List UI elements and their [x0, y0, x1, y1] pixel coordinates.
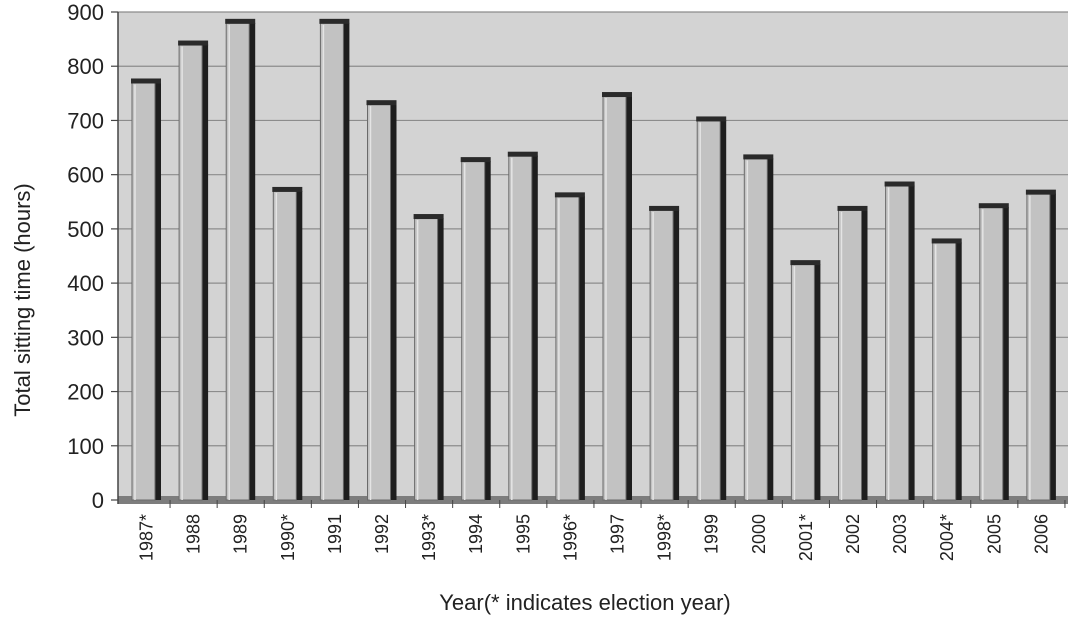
x-tick-label: 2001* — [796, 514, 816, 561]
x-tick-label: 1995 — [513, 514, 533, 554]
x-tick-label: 1990* — [278, 514, 298, 561]
bar — [790, 260, 821, 501]
bar — [131, 78, 161, 501]
bar — [319, 18, 350, 501]
bar — [460, 157, 491, 501]
y-axis-title: Total sitting time (hours) — [10, 183, 35, 417]
x-tick-label: 1997 — [608, 514, 628, 554]
x-tick-label: 2000 — [749, 514, 769, 554]
plot-area — [118, 12, 1068, 504]
x-tick-label: 2004* — [937, 514, 957, 561]
y-tick-label: 900 — [67, 0, 104, 25]
bar — [413, 214, 444, 501]
x-tick-label: 1994 — [466, 514, 486, 554]
y-tick-label: 700 — [67, 108, 104, 133]
y-axis: 0 100 200 300 400 500 600 700 800 900 — [67, 0, 119, 513]
bar — [884, 181, 915, 501]
bar — [507, 151, 538, 501]
x-tick-label: 1989 — [231, 514, 251, 554]
bar — [696, 116, 727, 501]
y-tick-label: 400 — [67, 271, 104, 296]
x-tick-label: 2002 — [843, 514, 863, 554]
y-tick-label: 100 — [67, 434, 104, 459]
x-tick-label: 2003 — [890, 514, 910, 554]
x-tick-label: 1991 — [325, 514, 345, 554]
y-tick-label: 300 — [67, 325, 104, 350]
y-tick-label: 200 — [67, 380, 104, 405]
x-tick-label: 1999 — [702, 514, 722, 554]
x-axis: 1987* 1988 1989 1990* 1991 1992 1993* 1994 1995 1… — [137, 500, 1066, 561]
y-tick-label: 0 — [92, 488, 104, 513]
x-tick-label: 1987* — [137, 514, 157, 561]
bar — [931, 238, 962, 501]
y-tick-label: 800 — [67, 54, 104, 79]
bar — [602, 92, 632, 501]
x-tick-label: 2006 — [1031, 514, 1051, 554]
bar — [1025, 189, 1056, 501]
bar — [272, 186, 303, 501]
y-tick-label: 600 — [67, 163, 104, 188]
bar — [978, 203, 1009, 501]
x-tick-label: 2005 — [984, 514, 1004, 554]
bar — [554, 192, 585, 501]
bar — [225, 18, 256, 501]
bar — [649, 205, 680, 501]
x-tick-label: 1998* — [655, 514, 675, 561]
bar — [743, 154, 774, 501]
y-tick-label: 500 — [67, 217, 104, 242]
x-tick-label: 1993* — [419, 514, 439, 561]
bar — [366, 100, 397, 501]
bars — [131, 18, 1056, 501]
x-tick-label: 1996* — [560, 514, 580, 561]
plot-background — [118, 12, 1068, 500]
bar — [178, 40, 209, 501]
bar — [837, 205, 868, 501]
x-tick-label: 1988 — [184, 514, 204, 554]
x-tick-label: 1992 — [372, 514, 392, 554]
x-axis-title: Year(* indicates election year) — [439, 590, 730, 615]
plot-floor — [118, 496, 1068, 504]
